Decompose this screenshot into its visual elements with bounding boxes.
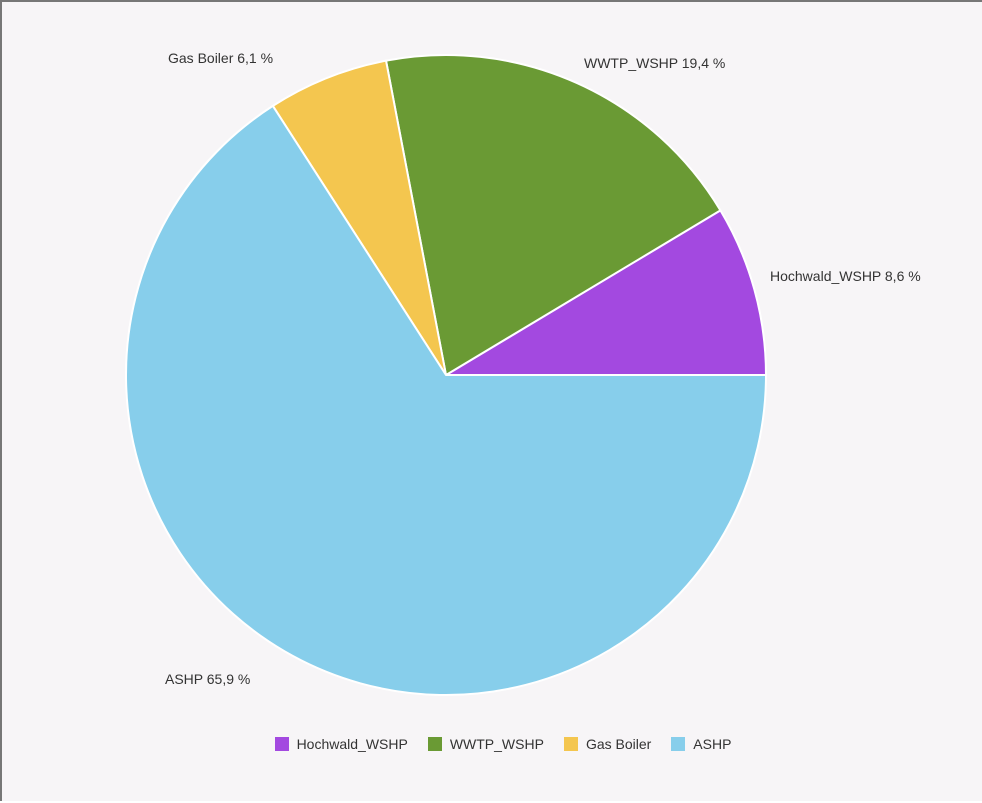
legend: Hochwald_WSHP WWTP_WSHP Gas Boiler ASHP [2, 736, 982, 752]
slice-label-hochwald-wshp: Hochwald_WSHP 8,6 % [770, 268, 921, 284]
legend-item-gas-boiler[interactable]: Gas Boiler [563, 736, 652, 752]
legend-label: ASHP [693, 736, 732, 752]
legend-swatch [427, 737, 442, 751]
slice-label-wwtp-wshp: WWTP_WSHP 19,4 % [584, 55, 725, 71]
legend-swatch [563, 737, 578, 751]
pie-slice-ashp[interactable] [125, 104, 767, 696]
legend-swatch [671, 737, 686, 751]
pie-slice-gas-boiler[interactable] [271, 59, 447, 376]
legend-label: Hochwald_WSHP [296, 736, 408, 752]
slice-label-ashp: ASHP 65,9 % [165, 671, 250, 687]
legend-label: WWTP_WSHP [449, 736, 544, 752]
slice-label-gas-boiler: Gas Boiler 6,1 % [168, 50, 273, 66]
legend-item-ashp[interactable]: ASHP [671, 736, 731, 752]
legend-item-wwtp-wshp[interactable]: WWTP_WSHP [427, 736, 544, 752]
legend-item-hochwald-wshp[interactable]: Hochwald_WSHP [274, 736, 408, 752]
pie-slice-hochwald-wshp[interactable] [445, 209, 767, 376]
legend-swatch [274, 737, 289, 751]
legend-label: Gas Boiler [585, 736, 652, 752]
pie-slice-wwtp-wshp[interactable] [385, 54, 722, 376]
